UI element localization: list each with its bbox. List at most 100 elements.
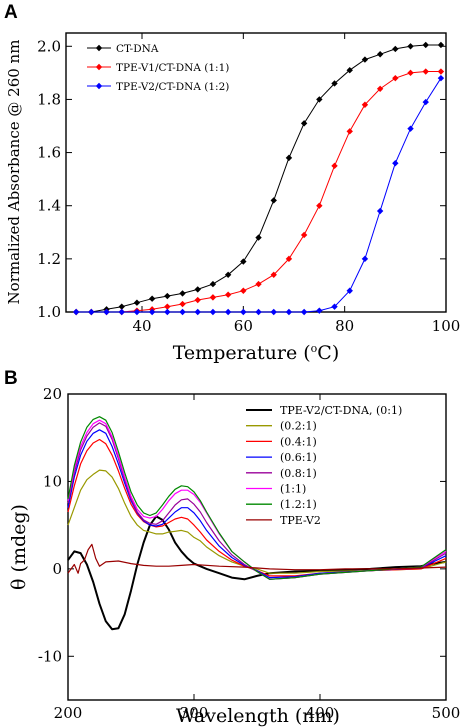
data-point-ct-dna	[194, 286, 201, 293]
data-point-tpe-v2-ct-dna-1-2	[72, 308, 80, 316]
data-point-ct-dna	[285, 154, 293, 162]
panel-a-series	[72, 41, 445, 316]
data-point-ct-dna	[255, 234, 262, 241]
legend-label-tpe-v2: TPE-V2	[280, 514, 321, 527]
x-tick-label: 60	[234, 317, 253, 335]
data-point-tpe-v1-ct-dna-1-1	[392, 74, 399, 82]
data-point-ct-dna	[270, 197, 277, 204]
panel-a-y-axis-label: Normalized Absorbance @ 260 nm	[5, 40, 23, 305]
panel-b-legend: TPE-V2/CT-DNA, (0:1) (0.2:1) (0.4:1) (0.6:1…	[246, 404, 402, 527]
legend-label-0-6-1: (0.6:1)	[280, 451, 317, 464]
data-point-tpe-v1-ct-dna-1-1	[300, 231, 308, 239]
data-point-tpe-v1-ct-dna-1-1	[285, 255, 293, 263]
data-point-tpe-v2-ct-dna-1-2	[164, 308, 171, 316]
data-point-tpe-v1-ct-dna-1-1	[331, 162, 338, 170]
y-tick-label: 10	[43, 472, 62, 490]
data-point-tpe-v2-ct-dna-1-2	[88, 308, 95, 316]
panel-b-x-axis-label: Wavelength (nm)	[176, 705, 340, 727]
data-point-tpe-v2-ct-dna-1-2	[407, 125, 414, 132]
data-point-tpe-v1-ct-dna-1-1	[255, 280, 262, 288]
legend-marker-tpe-v2-ct-dna-1-2	[95, 82, 103, 90]
y-tick-label: 20	[43, 385, 62, 403]
legend-label-tpe-v1-ct-dna-1-1: TPE-V1/CT-DNA (1:1)	[116, 62, 229, 74]
panel-b-series	[67, 416, 447, 631]
data-point-tpe-v1-ct-dna-1-1	[422, 68, 429, 75]
x-tick-label: 400	[306, 704, 335, 722]
data-point-tpe-v2-ct-dna-1-2	[285, 308, 293, 316]
x-tick-label: 100	[432, 317, 461, 335]
panel-b-letter: B	[4, 368, 18, 389]
data-point-tpe-v2-ct-dna-1-2	[422, 98, 429, 106]
data-point-ct-dna	[422, 41, 429, 49]
data-point-ct-dna	[361, 56, 369, 63]
data-point-tpe-v2-ct-dna-1-2	[148, 308, 156, 316]
data-point-tpe-v2-ct-dna-1-2	[361, 255, 369, 263]
panel-a-letter: A	[4, 2, 18, 23]
series-line-0-4-1	[67, 438, 447, 577]
series-line-tpe-v2-ct-dna-1-2	[76, 77, 442, 313]
data-point-tpe-v2-ct-dna-1-2	[392, 160, 399, 167]
panel-a-x-axis-label: Temperature (oC)	[173, 342, 340, 364]
data-point-tpe-v2-ct-dna-1-2	[224, 308, 232, 316]
data-point-ct-dna	[179, 290, 186, 297]
data-point-tpe-v1-ct-dna-1-1	[164, 303, 171, 310]
x-tick-label: 500	[432, 704, 461, 722]
data-point-tpe-v2-ct-dna-1-2	[376, 207, 384, 215]
data-point-tpe-v1-ct-dna-1-1	[179, 300, 186, 308]
legend-label-0-8-1: (0.8:1)	[280, 467, 317, 480]
y-tick-label: 1.4	[37, 197, 61, 215]
series-line-0-6-1	[67, 429, 447, 579]
data-point-ct-dna	[407, 43, 414, 50]
data-point-tpe-v1-ct-dna-1-1	[209, 294, 217, 301]
data-point-ct-dna	[300, 120, 308, 127]
panel-a-ticks: 40 60 80 100 1.0 1.2 1.4 1.6 1.8 2.0	[37, 33, 460, 335]
legend-marker-tpe-v1-ct-dna-1-1	[95, 63, 103, 71]
data-point-ct-dna	[240, 258, 247, 265]
y-tick-label: 1.8	[37, 90, 61, 108]
x-tick-label: 40	[132, 317, 151, 335]
data-point-tpe-v1-ct-dna-1-1	[437, 68, 445, 75]
data-point-ct-dna	[331, 80, 338, 87]
series-line-0-2-1	[67, 469, 447, 574]
data-point-tpe-v1-ct-dna-1-1	[224, 291, 232, 298]
data-point-ct-dna	[133, 299, 141, 306]
data-point-tpe-v1-ct-dna-1-1	[346, 128, 353, 135]
data-point-ct-dna	[164, 292, 171, 300]
panel-b-ticks: 200 300 400 500 -10 0 10 20	[38, 385, 460, 722]
panel-b-frame	[67, 393, 447, 701]
data-point-ct-dna	[224, 271, 232, 278]
legend-label-1-2-1: (1.2:1)	[280, 498, 317, 511]
data-point-tpe-v2-ct-dna-1-2	[346, 287, 353, 294]
panel-a: A 40 60 80 100 1.0 1.2 1.4 1.6 1.8 2.0 Temperatur…	[4, 2, 460, 364]
y-tick-label: 1.0	[37, 303, 61, 321]
data-point-tpe-v2-ct-dna-1-2	[103, 308, 110, 316]
panel-b-y-axis-label: θ (mdeg)	[8, 504, 30, 590]
y-tick-label: 2.0	[37, 37, 61, 55]
data-point-tpe-v2-ct-dna-1-2	[133, 308, 141, 316]
x-tick-label: 200	[54, 704, 83, 722]
y-tick-label: 0	[52, 560, 62, 578]
data-point-tpe-v2-ct-dna-1-2	[118, 308, 125, 316]
series-line-1-1	[67, 419, 447, 580]
series-line-tpe-v2-ct-dna-0-1	[67, 515, 447, 631]
data-point-ct-dna	[437, 41, 445, 49]
data-point-ct-dna	[148, 295, 156, 302]
data-point-tpe-v2-ct-dna-1-2	[255, 308, 262, 316]
data-point-tpe-v1-ct-dna-1-1	[316, 202, 323, 209]
legend-label-tpe-v2-ct-dna-0-1: TPE-V2/CT-DNA, (0:1)	[280, 404, 402, 417]
data-point-ct-dna	[316, 96, 323, 103]
data-point-ct-dna	[209, 280, 217, 288]
data-point-tpe-v2-ct-dna-1-2	[179, 308, 186, 316]
legend-marker-ct-dna	[95, 44, 103, 52]
y-tick-label: -10	[38, 647, 62, 665]
data-point-tpe-v2-ct-dna-1-2	[331, 303, 338, 310]
data-point-tpe-v2-ct-dna-1-2	[240, 308, 247, 316]
series-line-0-8-1	[67, 422, 447, 580]
data-point-tpe-v1-ct-dna-1-1	[240, 287, 247, 294]
data-point-ct-dna	[118, 303, 125, 310]
y-tick-label: 1.6	[37, 144, 61, 162]
panel-a-legend: CT-DNA TPE-V1/CT-DNA (1:1) TPE-V2/CT-DNA (…	[87, 43, 229, 93]
legend-label-ct-dna: CT-DNA	[116, 43, 159, 55]
data-point-tpe-v2-ct-dna-1-2	[194, 308, 201, 316]
